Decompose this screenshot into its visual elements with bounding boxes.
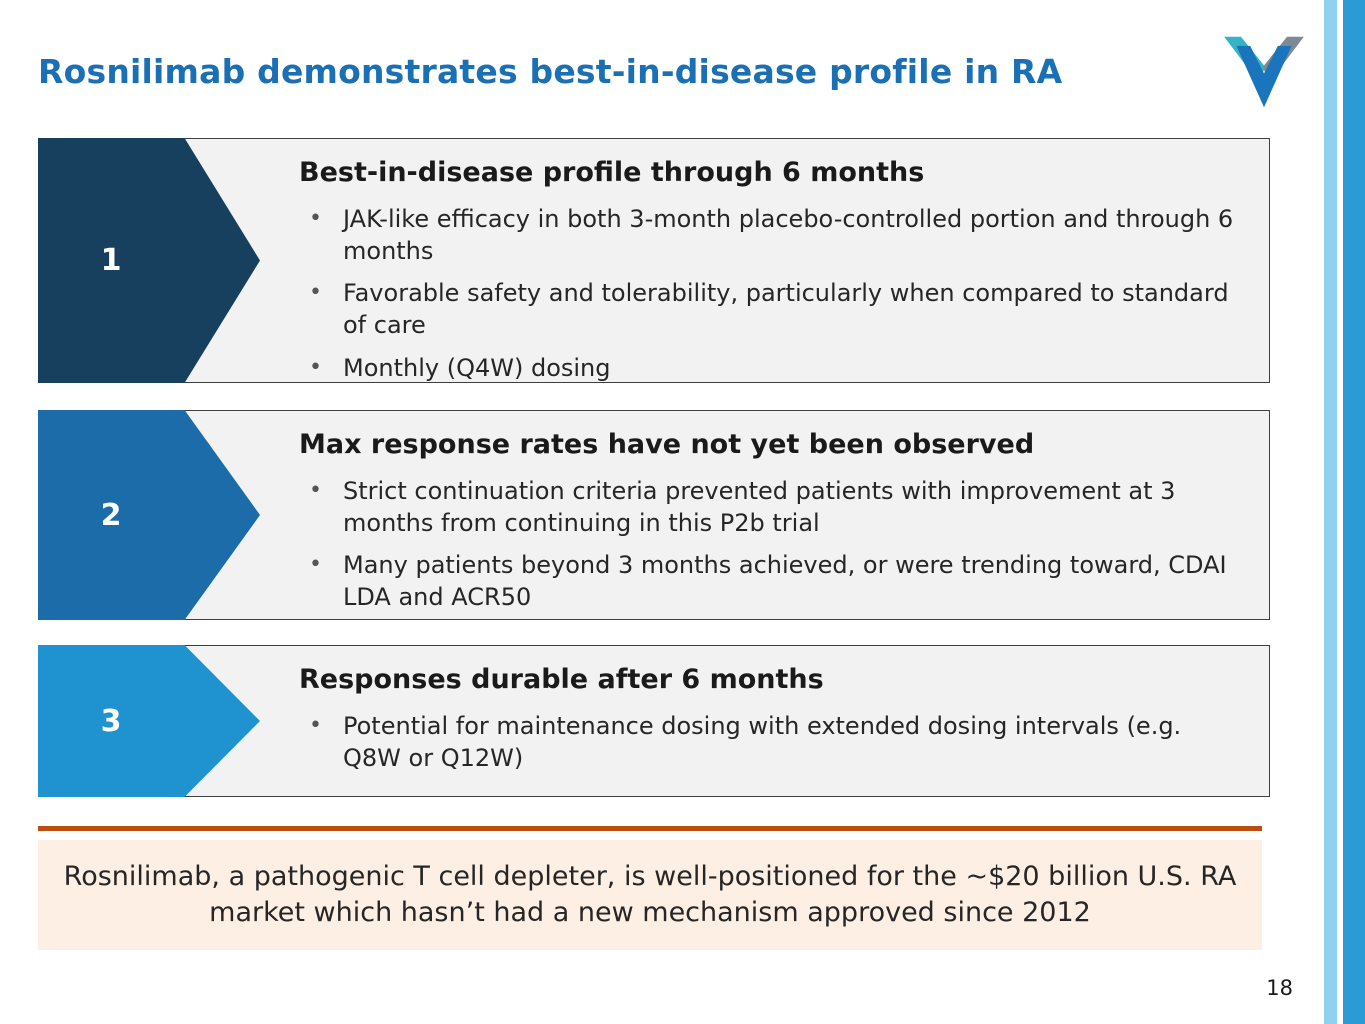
bullet-item: Favorable safety and tolerability, parti…: [299, 278, 1239, 341]
page-title: Rosnilimab demonstrates best-in-disease …: [38, 52, 1063, 91]
bullet-item: Potential for maintenance dosing with ex…: [299, 711, 1239, 774]
section-1-arrow: 1: [38, 138, 260, 383]
section-1-bullets: JAK-like efficacy in both 3-month placeb…: [299, 204, 1241, 384]
section-2-heading: Max response rates have not yet been obs…: [299, 429, 1035, 460]
bullet-item: Strict continuation criteria prevented p…: [299, 476, 1239, 539]
page-number: 18: [1266, 976, 1293, 1000]
section-1-number: 1: [100, 243, 122, 278]
section-2-bullets: Strict continuation criteria prevented p…: [299, 476, 1241, 614]
section-2-content: Max response rates have not yet been obs…: [261, 411, 1251, 619]
section-1: 1 Best-in-disease profile through 6 mont…: [38, 138, 1270, 383]
section-2-arrow: 2: [38, 410, 260, 620]
right-stripe-dark: [1343, 0, 1365, 1024]
section-2-number: 2: [100, 497, 122, 533]
section-1-heading: Best-in-disease profile through 6 months: [299, 157, 925, 188]
divider-rule: [38, 826, 1262, 831]
section-3-number: 3: [100, 703, 122, 739]
section-3-bullets: Potential for maintenance dosing with ex…: [299, 711, 1241, 774]
section-3-content: Responses durable after 6 months Potenti…: [261, 646, 1251, 796]
section-1-content: Best-in-disease profile through 6 months…: [261, 139, 1251, 382]
right-stripe-light: [1324, 0, 1337, 1024]
footer-message-box: Rosnilimab, a pathogenic T cell depleter…: [38, 840, 1262, 950]
section-3-heading: Responses durable after 6 months: [299, 664, 824, 695]
section-2: 2 Max response rates have not yet been o…: [38, 410, 1270, 620]
section-3: 3 Responses durable after 6 months Poten…: [38, 645, 1270, 797]
bullet-item: Many patients beyond 3 months achieved, …: [299, 550, 1239, 613]
footer-message-text: Rosnilimab, a pathogenic T cell depleter…: [63, 860, 1237, 928]
company-logo: [1224, 36, 1304, 108]
bullet-item: Monthly (Q4W) dosing: [299, 353, 1239, 385]
section-3-arrow: 3: [38, 645, 260, 797]
bullet-item: JAK-like efficacy in both 3-month placeb…: [299, 204, 1239, 267]
